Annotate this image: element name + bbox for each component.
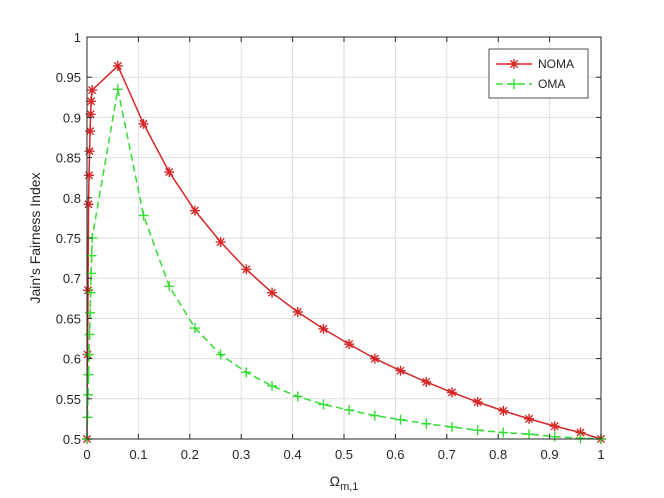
y-tick-label: 0.95 — [56, 70, 81, 85]
data-point-oma — [84, 329, 95, 340]
x-tick-label: 0.4 — [284, 447, 302, 462]
legend: NOMA OMA — [488, 48, 589, 99]
data-point-oma — [215, 349, 226, 360]
data-point-noma — [549, 421, 560, 432]
data-point-oma — [524, 429, 535, 440]
data-point-oma — [112, 84, 123, 95]
series-noma — [82, 60, 606, 444]
y-tick-label: 0.6 — [63, 352, 81, 367]
data-point-oma — [292, 391, 303, 402]
x-tick-label: 0.6 — [386, 447, 404, 462]
legend-label-oma: OMA — [538, 77, 565, 91]
y-axis-label: Jain's Fairness Index — [27, 172, 43, 303]
data-point-noma — [524, 413, 535, 424]
data-point-noma — [318, 323, 329, 334]
x-tick-label: 0.7 — [438, 447, 456, 462]
legend-marker-oma — [509, 79, 519, 89]
data-point-oma — [549, 431, 560, 442]
x-tick-label: 1 — [597, 447, 604, 462]
data-point-noma — [138, 118, 149, 129]
legend-marker-glyph-noma — [509, 59, 519, 69]
data-point-noma — [267, 287, 278, 298]
y-tick-label: 0.8 — [63, 191, 81, 206]
data-point-oma — [83, 369, 94, 380]
x-tick-label: 0.2 — [181, 447, 199, 462]
data-point-noma — [85, 126, 96, 137]
legend-label-noma: NOMA — [538, 57, 574, 71]
data-point-oma — [138, 210, 149, 221]
data-point-noma — [87, 85, 98, 96]
data-point-noma — [472, 397, 483, 408]
data-point-oma — [164, 281, 175, 292]
x-tick-label: 0.8 — [489, 447, 507, 462]
data-point-noma — [215, 237, 226, 248]
legend-marker-glyph-oma — [509, 79, 519, 89]
data-point-noma — [395, 365, 406, 376]
legend-box — [488, 48, 589, 99]
data-point-oma — [267, 380, 278, 391]
y-tick-label: 0.5 — [63, 432, 81, 447]
data-point-oma — [86, 250, 97, 261]
data-point-oma — [446, 421, 457, 432]
x-tick-label: 0 — [83, 447, 90, 462]
data-point-noma — [189, 205, 200, 216]
data-point-noma — [84, 170, 95, 181]
data-point-noma — [84, 146, 95, 157]
legend-marker-noma — [509, 59, 519, 69]
data-point-oma — [83, 389, 94, 400]
data-point-oma — [344, 405, 355, 416]
data-point-noma — [83, 199, 94, 210]
x-axis-label: Ωm,1 — [330, 473, 359, 493]
x-tick-label: 0.9 — [541, 447, 559, 462]
data-point-oma — [395, 414, 406, 425]
data-point-noma — [446, 387, 457, 398]
y-tick-label: 0.55 — [56, 392, 81, 407]
data-point-oma — [421, 418, 432, 429]
data-point-noma — [421, 376, 432, 387]
data-point-noma — [498, 405, 509, 416]
data-point-oma — [86, 268, 97, 279]
y-tick-label: 1 — [74, 30, 81, 45]
data-point-noma — [86, 96, 97, 107]
data-point-noma — [112, 60, 123, 71]
x-axis-label-subscript: m,1 — [340, 481, 358, 493]
data-point-oma — [318, 399, 329, 410]
data-point-oma — [241, 367, 252, 378]
x-tick-label: 0.3 — [232, 447, 250, 462]
x-axis-label-symbol: Ω — [330, 473, 340, 489]
x-tick-label: 0.5 — [335, 447, 353, 462]
data-point-oma — [472, 425, 483, 436]
ticks — [86, 36, 602, 440]
y-tick-label: 0.75 — [56, 231, 81, 246]
data-point-oma — [369, 410, 380, 421]
tick-labels: 0 0.1 0.2 0.3 0.4 0.5 0.6 0.7 0.8 0.9 1 0.5 0.55 0.6 0… — [56, 30, 605, 462]
data-point-noma — [241, 264, 252, 275]
data-point-noma — [164, 167, 175, 178]
y-tick-label: 0.7 — [63, 271, 81, 286]
data-point-oma — [498, 427, 509, 438]
data-point-noma — [369, 353, 380, 364]
data-point-oma — [82, 412, 93, 423]
data-point-noma — [83, 285, 94, 296]
x-tick-label: 0.1 — [129, 447, 147, 462]
data-point-oma — [84, 349, 95, 360]
data-point-noma — [344, 339, 355, 350]
y-tick-label: 0.85 — [56, 151, 81, 166]
data-point-oma — [575, 433, 586, 444]
data-point-oma — [189, 323, 200, 334]
data-point-noma — [292, 306, 303, 317]
y-tick-label: 0.9 — [63, 110, 81, 125]
y-tick-label: 0.65 — [56, 311, 81, 326]
